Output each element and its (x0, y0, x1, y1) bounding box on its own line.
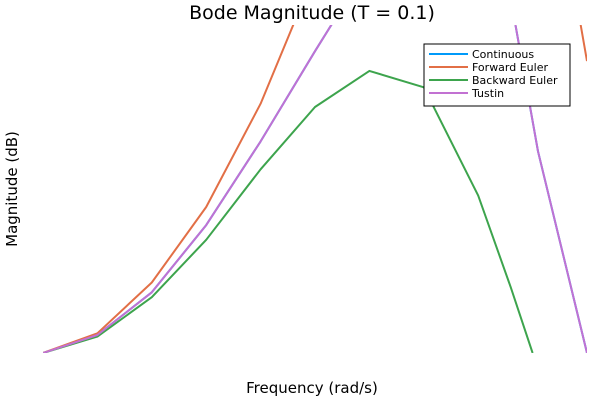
legend-label-forward-euler: Forward Euler (472, 61, 548, 74)
x-axis-label: Frequency (rad/s) (246, 379, 378, 397)
y-axis-label: Magnitude (dB) (3, 131, 21, 247)
chart-title: Bode Magnitude (T = 0.1) (189, 2, 435, 24)
legend-label-tustin: Tustin (471, 87, 504, 100)
legend-label-continuous: Continuous (472, 48, 534, 61)
series-line-backward-euler (43, 69, 534, 353)
legend-label-backward-euler: Backward Euler (472, 74, 558, 87)
series-line-forward-euler (43, 25, 587, 353)
